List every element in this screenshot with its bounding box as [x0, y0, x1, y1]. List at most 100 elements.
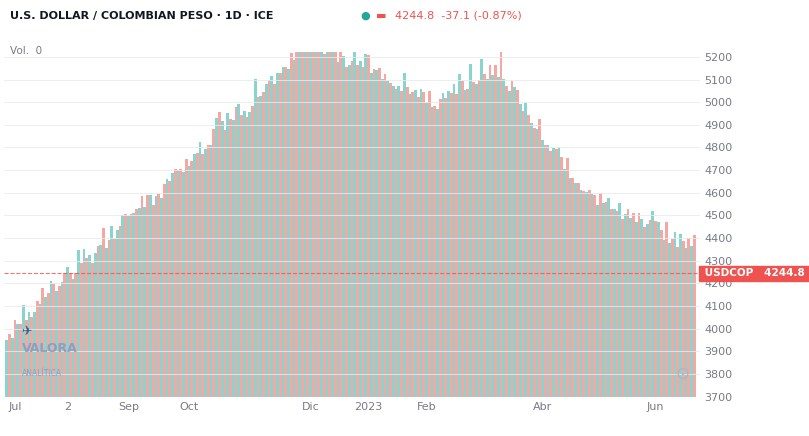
Bar: [127, 216, 129, 397]
Bar: [133, 213, 135, 397]
Bar: [530, 123, 533, 397]
Bar: [149, 195, 152, 397]
Bar: [373, 69, 375, 397]
Bar: [524, 103, 527, 397]
Bar: [119, 226, 121, 397]
Bar: [624, 214, 627, 397]
Bar: [618, 203, 621, 397]
Bar: [182, 172, 185, 397]
Bar: [350, 61, 354, 397]
Bar: [533, 128, 536, 397]
Bar: [251, 106, 254, 397]
Bar: [552, 148, 555, 397]
Bar: [55, 291, 58, 397]
Bar: [516, 90, 519, 397]
Text: USDCOP   4244.8: USDCOP 4244.8: [701, 268, 808, 278]
Bar: [392, 86, 395, 397]
Bar: [218, 112, 221, 397]
Bar: [651, 211, 654, 397]
Bar: [574, 183, 577, 397]
Bar: [334, 36, 337, 397]
Bar: [629, 218, 632, 397]
Bar: [188, 166, 190, 397]
Text: ⊙: ⊙: [676, 365, 689, 383]
Bar: [693, 235, 696, 397]
Bar: [320, 52, 323, 397]
Bar: [6, 340, 8, 397]
Bar: [193, 154, 196, 397]
Bar: [430, 107, 434, 397]
Bar: [157, 194, 160, 397]
Bar: [674, 232, 676, 397]
Bar: [635, 221, 637, 397]
Bar: [582, 191, 585, 397]
Bar: [323, 54, 326, 397]
Bar: [489, 65, 491, 397]
Bar: [273, 84, 276, 397]
Bar: [141, 196, 143, 397]
Bar: [519, 104, 522, 397]
Bar: [110, 226, 113, 397]
Bar: [547, 145, 549, 397]
Bar: [235, 107, 237, 397]
Bar: [268, 80, 270, 397]
Bar: [563, 169, 565, 397]
Bar: [406, 87, 409, 397]
Bar: [483, 74, 486, 397]
Bar: [417, 97, 420, 397]
Bar: [348, 65, 350, 397]
Bar: [345, 67, 348, 397]
Bar: [514, 87, 516, 397]
Bar: [190, 161, 193, 397]
Bar: [22, 305, 25, 397]
Bar: [61, 282, 63, 397]
Bar: [41, 289, 44, 397]
Bar: [143, 208, 146, 397]
Bar: [88, 255, 91, 397]
Bar: [168, 181, 171, 397]
Bar: [400, 91, 403, 397]
Bar: [121, 215, 124, 397]
Bar: [362, 68, 364, 397]
Bar: [436, 109, 438, 397]
Bar: [464, 90, 467, 397]
Bar: [39, 304, 41, 397]
Bar: [585, 192, 588, 397]
Bar: [270, 76, 273, 397]
Bar: [549, 150, 552, 397]
Bar: [676, 247, 679, 397]
Bar: [599, 193, 602, 397]
Bar: [287, 69, 290, 397]
Bar: [53, 284, 55, 397]
Bar: [690, 246, 693, 397]
Bar: [14, 320, 16, 397]
Bar: [295, 48, 298, 397]
Bar: [660, 229, 663, 397]
Bar: [328, 50, 331, 397]
Bar: [113, 238, 116, 397]
Bar: [684, 248, 688, 397]
Bar: [428, 92, 430, 397]
Bar: [596, 204, 599, 397]
Bar: [201, 154, 204, 397]
Bar: [138, 208, 141, 397]
Bar: [72, 279, 74, 397]
Bar: [232, 120, 235, 397]
Bar: [309, 44, 312, 397]
Bar: [256, 97, 260, 397]
Bar: [237, 104, 240, 397]
Bar: [246, 117, 248, 397]
Bar: [569, 178, 571, 397]
Bar: [135, 208, 138, 397]
Bar: [497, 77, 500, 397]
Bar: [248, 112, 251, 397]
Bar: [679, 234, 682, 397]
Text: Vol.  0: Vol. 0: [10, 46, 42, 56]
Bar: [491, 75, 494, 397]
Bar: [307, 29, 309, 397]
Bar: [326, 51, 328, 397]
Bar: [561, 157, 563, 397]
Bar: [505, 86, 508, 397]
Bar: [688, 238, 690, 397]
Bar: [403, 73, 406, 397]
